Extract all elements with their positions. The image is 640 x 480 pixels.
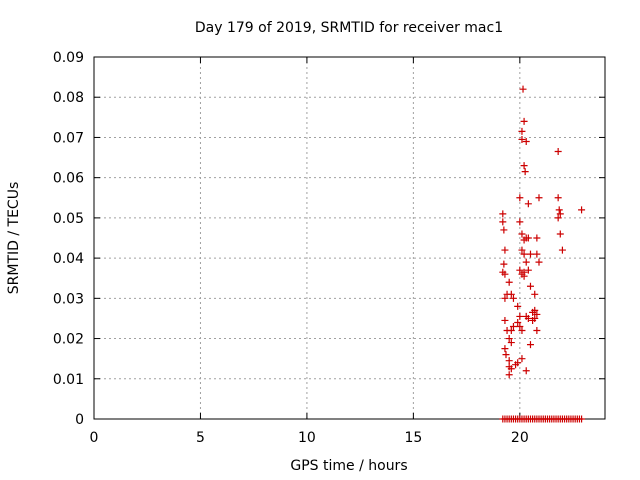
data-point xyxy=(578,415,586,423)
x-tick-label: 15 xyxy=(404,430,422,446)
data-point xyxy=(501,270,509,278)
data-point xyxy=(531,306,539,314)
data-point xyxy=(518,135,526,143)
y-tick-label: 0.01 xyxy=(53,372,84,388)
data-point xyxy=(514,359,522,367)
data-point xyxy=(533,250,541,258)
data-point xyxy=(514,318,522,326)
data-points xyxy=(499,85,586,423)
data-point xyxy=(518,355,526,363)
data-point xyxy=(554,148,562,156)
y-tick-label: 0.02 xyxy=(53,332,84,348)
data-point xyxy=(518,230,526,238)
y-tick-label: 0.09 xyxy=(53,50,84,66)
data-point xyxy=(526,250,534,258)
data-point xyxy=(518,327,526,335)
y-tick-label: 0 xyxy=(75,412,84,428)
data-point xyxy=(531,314,539,322)
y-tick-label: 0.03 xyxy=(53,291,84,307)
data-point xyxy=(533,327,541,335)
data-point xyxy=(524,200,532,208)
x-tick-label: 20 xyxy=(511,430,529,446)
data-point xyxy=(516,322,524,330)
y-tick-label: 0.06 xyxy=(53,171,84,187)
data-point xyxy=(501,246,509,254)
data-point xyxy=(556,210,564,218)
data-point xyxy=(524,266,532,274)
data-point xyxy=(509,294,517,302)
data-point xyxy=(519,85,527,93)
x-tick-label: 0 xyxy=(90,430,99,446)
data-point xyxy=(526,282,534,290)
data-point xyxy=(518,127,526,135)
data-point xyxy=(535,258,543,266)
data-point xyxy=(500,226,508,234)
data-point xyxy=(505,357,513,365)
data-point xyxy=(516,218,524,226)
x-axis-label: GPS time / hours xyxy=(290,458,407,474)
data-point xyxy=(507,327,515,335)
chart-title: Day 179 of 2019, SRMTID for receiver mac… xyxy=(195,20,503,36)
x-tick-labels: 0 5 10 15 20 xyxy=(90,430,529,446)
data-point xyxy=(505,278,513,286)
data-point xyxy=(520,272,528,280)
data-point xyxy=(500,260,508,268)
data-point xyxy=(520,250,528,258)
grid-lines xyxy=(94,57,605,419)
data-point xyxy=(554,214,562,222)
x-tick-label: 10 xyxy=(298,430,316,446)
data-point xyxy=(535,194,543,202)
data-point xyxy=(533,310,541,318)
data-point xyxy=(507,339,515,347)
data-point xyxy=(522,367,530,375)
data-point xyxy=(520,162,528,170)
y-tick-label: 0.05 xyxy=(53,211,84,227)
x-tick-label: 5 xyxy=(196,430,205,446)
data-point xyxy=(505,371,513,379)
data-point xyxy=(514,302,522,310)
data-point xyxy=(522,137,530,145)
y-tick-labels: 0 0.01 0.02 0.03 0.04 0.05 0.06 0.07 0.08 0.09 xyxy=(53,50,84,428)
data-point xyxy=(507,365,515,373)
data-point xyxy=(501,294,509,302)
data-point xyxy=(516,266,524,274)
data-point xyxy=(516,194,524,202)
data-point xyxy=(524,314,532,322)
data-point xyxy=(554,194,562,202)
data-point xyxy=(531,290,539,298)
data-point xyxy=(501,316,509,324)
data-point xyxy=(499,218,507,226)
y-tick-label: 0.08 xyxy=(53,90,84,106)
data-point xyxy=(499,210,507,218)
data-point xyxy=(556,230,564,238)
data-point xyxy=(555,206,563,214)
data-point xyxy=(507,290,515,298)
data-point xyxy=(516,312,524,320)
data-point xyxy=(522,258,530,266)
data-point xyxy=(509,322,517,330)
data-point xyxy=(501,345,509,353)
data-point xyxy=(520,117,528,125)
plot-frame xyxy=(93,56,606,420)
data-point xyxy=(558,246,566,254)
data-point xyxy=(533,234,541,242)
data-point xyxy=(526,341,534,349)
data-point xyxy=(502,351,510,359)
y-tick-label: 0.04 xyxy=(53,251,84,267)
data-point xyxy=(524,234,532,242)
data-point xyxy=(521,168,529,176)
y-axis-label: SRMTID / TECUs xyxy=(6,182,22,295)
y-tick-label: 0.07 xyxy=(53,130,84,146)
data-point xyxy=(505,335,513,343)
data-point xyxy=(518,246,526,254)
data-point xyxy=(578,206,586,214)
